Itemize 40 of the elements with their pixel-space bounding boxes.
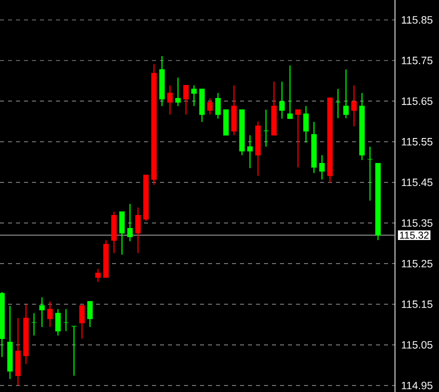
candlestick <box>31 312 37 336</box>
candlestick <box>295 109 301 168</box>
candlestick <box>343 68 349 119</box>
y-tick-label: 115.55 <box>402 138 432 146</box>
candlestick <box>215 92 221 120</box>
candlestick <box>207 98 213 116</box>
candlestick <box>39 296 45 328</box>
y-tick-label: 115.05 <box>402 341 432 349</box>
candlestick <box>63 308 69 332</box>
candlestick <box>279 81 285 120</box>
candlestick <box>335 88 341 119</box>
candlestick <box>191 84 197 107</box>
candlestick <box>287 64 293 120</box>
candlestick <box>79 304 85 340</box>
y-tick-label: 115.65 <box>402 97 432 105</box>
candlestick <box>135 207 141 254</box>
candlestick <box>95 268 101 282</box>
ref-line-label: 115.32 <box>400 232 429 239</box>
candlestick <box>247 134 253 169</box>
y-tick-label: 114.95 <box>402 382 432 390</box>
candlestick <box>351 84 357 127</box>
candlestick <box>167 84 173 116</box>
candlestick <box>263 109 269 148</box>
y-tick-label: 115.15 <box>402 300 432 308</box>
y-tick-label: 115.85 <box>402 16 432 24</box>
candlestick <box>47 300 53 328</box>
candlestick <box>87 300 93 328</box>
y-tick-label: 115.35 <box>402 219 432 227</box>
y-tick-label: 115.75 <box>402 56 432 64</box>
candlestick <box>367 146 373 202</box>
candlestick <box>55 308 61 336</box>
candlestick <box>119 211 125 256</box>
candlestick <box>183 84 189 116</box>
candlestick <box>303 106 309 144</box>
y-tick-label: 115.45 <box>402 178 432 186</box>
y-tick-label: 115.25 <box>402 260 432 268</box>
candlestick <box>319 154 325 180</box>
candlestick <box>127 203 133 242</box>
candlestick <box>175 77 181 107</box>
candlestick <box>71 326 77 376</box>
